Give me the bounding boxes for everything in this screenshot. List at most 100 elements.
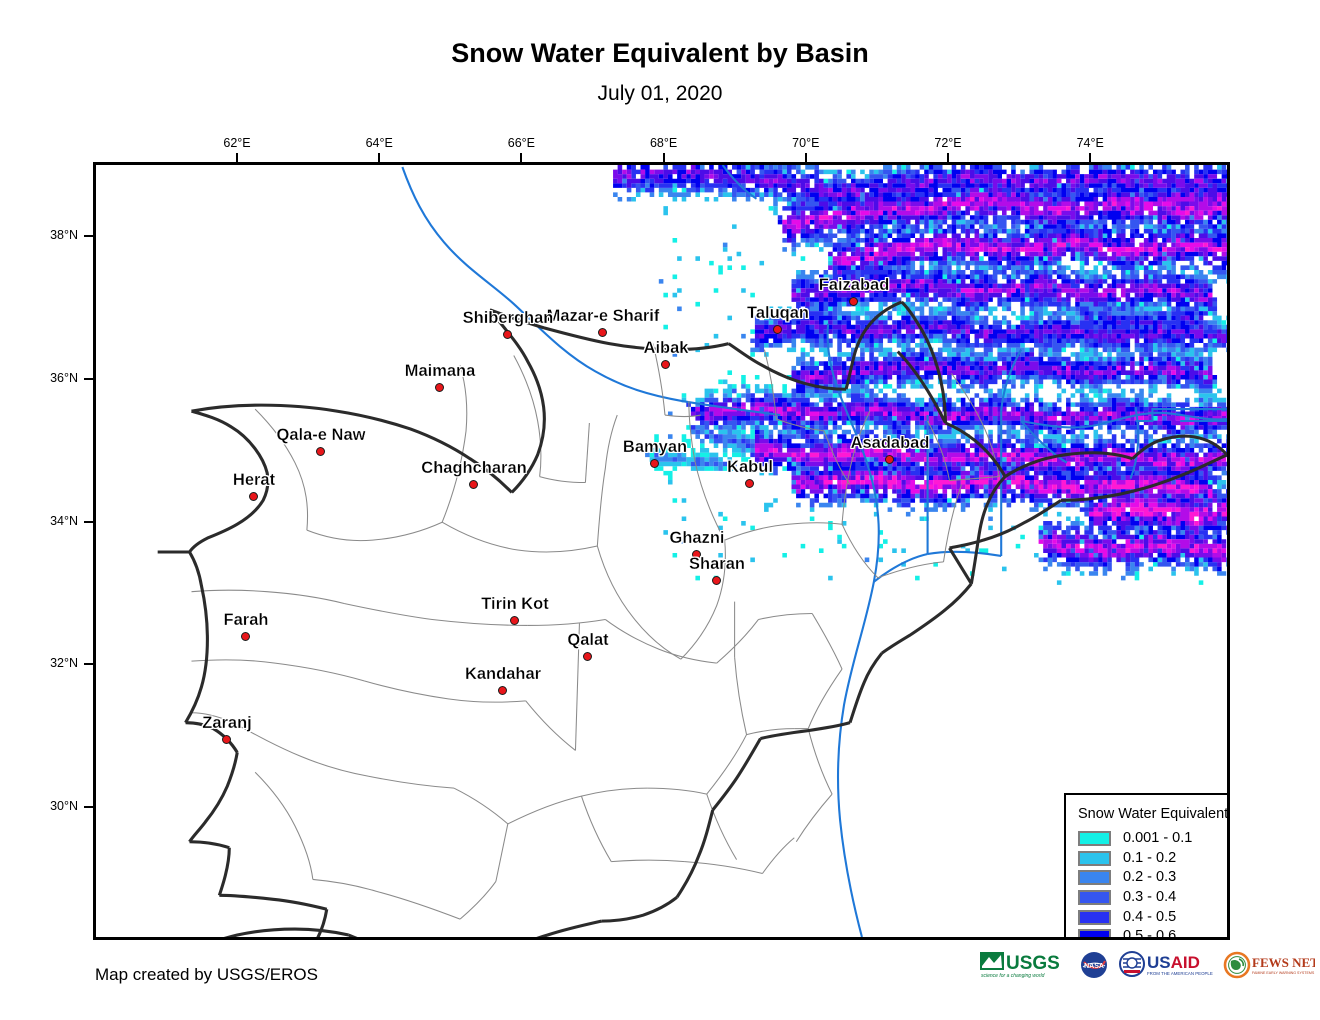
- page-subtitle: July 01, 2020: [597, 82, 723, 105]
- lon-tick-mark: [804, 153, 807, 162]
- swe-class-8: [622, 169, 1227, 563]
- lon-tick-label: 64°E: [365, 136, 393, 150]
- svg-text:FROM THE AMERICAN PEOPLE: FROM THE AMERICAN PEOPLE: [1147, 971, 1213, 976]
- city-dot-icon: [712, 576, 721, 585]
- lon-tick-mark: [236, 153, 238, 162]
- lon-tick-label: 72°E: [934, 136, 962, 150]
- svg-text:FAMINE EARLY WARNING SYSTEMS N: FAMINE EARLY WARNING SYSTEMS NETWORK: [1252, 971, 1315, 975]
- legend-row: 0.5 - 0.6: [1076, 927, 1227, 940]
- lat-tick-label: 30°N: [50, 799, 78, 814]
- river-layer: [401, 165, 1227, 937]
- legend-label: 0.3 - 0.4: [1123, 889, 1177, 906]
- legend-swatch: [1078, 870, 1111, 886]
- city-label: Bamyan: [622, 438, 688, 456]
- city-label: Taluqan: [746, 304, 810, 322]
- city-label: Zaranj: [202, 714, 252, 732]
- usgs-logo: USGS science for a changing world: [980, 950, 1070, 980]
- svg-text:USGS: USGS: [1006, 953, 1060, 974]
- city-label: Mazar-e Sharif: [546, 307, 660, 325]
- legend-row: 0.3 - 0.4: [1076, 888, 1227, 908]
- swe-class-5: [613, 165, 1227, 572]
- city-dot-icon: [249, 492, 258, 501]
- city-dot-icon: [503, 330, 512, 339]
- city-dot-icon: [661, 360, 670, 369]
- lat-tick-mark: [84, 663, 93, 666]
- legend-swatch: [1078, 831, 1111, 847]
- province-borders: [191, 343, 1000, 920]
- lat-tick-mark: [84, 806, 93, 809]
- legend-label: 0.2 - 0.3: [1123, 869, 1177, 886]
- lon-tick-mark: [947, 153, 949, 162]
- city-dot-icon: [650, 459, 659, 468]
- city-dot-icon: [469, 480, 478, 489]
- lon-tick-label: 70°E: [792, 136, 820, 150]
- legend-swatch: [1078, 890, 1111, 906]
- nasa-logo: NASA: [1079, 950, 1109, 980]
- page-title: Snow Water Equivalent by Basin: [451, 38, 869, 68]
- city-dot-icon: [692, 550, 701, 559]
- legend-row: 0.4 - 0.5: [1076, 907, 1227, 927]
- logo-strip: USGS science for a changing world NASA U…: [980, 950, 1315, 980]
- map-legend: Snow Water Equivalent (meters) 0.001 - 0…: [1064, 793, 1229, 940]
- lat-tick-label: 38°N: [50, 228, 78, 242]
- svg-text:NASA: NASA: [1084, 963, 1104, 970]
- legend-label: 0.4 - 0.5: [1123, 908, 1177, 925]
- lat-tick-label: 34°N: [50, 513, 78, 528]
- legend-label: 0.001 - 0.1: [1123, 830, 1193, 847]
- lon-tick-label: 74°E: [1076, 136, 1104, 150]
- city-label: Aibak: [643, 339, 689, 357]
- swe-class-6: [613, 165, 1227, 567]
- lat-tick-mark: [84, 520, 93, 523]
- lon-tick-label: 68°E: [649, 136, 678, 150]
- lat-tick-label: 32°N: [50, 656, 78, 671]
- city-dot-icon: [583, 652, 592, 661]
- lon-tick-mark: [378, 153, 381, 162]
- city-dot-icon: [745, 479, 754, 488]
- city-dot-icon: [435, 383, 444, 392]
- city-dot-icon: [241, 632, 250, 641]
- legend-row: 0.001 - 0.1: [1076, 829, 1227, 849]
- lon-tick-mark: [662, 153, 665, 162]
- city-label: Sharan: [689, 555, 745, 573]
- city-dot-icon: [885, 455, 894, 464]
- lon-tick-label: 66°E: [507, 136, 536, 150]
- lon-tick-mark: [520, 153, 523, 162]
- map-frame: Faizabad Taluqan Mazar-e Sharif Shiberghan A…: [93, 162, 1230, 940]
- city-label: Herat: [232, 471, 276, 489]
- city-dot-icon: [773, 325, 782, 334]
- city-label: Maimana: [404, 362, 476, 380]
- svg-text:science for a changing world: science for a changing world: [981, 973, 1045, 979]
- country-borders: [157, 300, 1227, 937]
- city-dot-icon: [498, 686, 507, 695]
- fewsnet-logo: FEWS NET FAMINE EARLY WARNING SYSTEMS NE…: [1223, 950, 1315, 980]
- city-label: Kabul: [727, 458, 773, 476]
- city-label: Asadabad: [850, 434, 930, 452]
- lon-tick-label: 62°E: [223, 136, 251, 150]
- legend-row: 0.2 - 0.3: [1076, 868, 1227, 888]
- svg-text:USAID: USAID: [1147, 953, 1200, 972]
- swe-class-7: [613, 165, 1227, 563]
- lon-tick-mark: [1089, 153, 1092, 162]
- lat-tick-mark: [84, 235, 93, 237]
- map-credit: Map created by USGS/EROS: [95, 965, 318, 984]
- lat-tick-label: 36°N: [50, 370, 78, 385]
- city-label: Qalat: [567, 631, 609, 649]
- legend-title: Snow Water Equivalent (meters): [1078, 806, 1229, 822]
- city-label: Qala-e Naw: [276, 426, 366, 444]
- legend-label: 0.1 - 0.2: [1123, 849, 1177, 866]
- city-label: Kandahar: [464, 665, 542, 683]
- map-canvas[interactable]: [96, 165, 1227, 937]
- legend-label: 0.5 - 0.6: [1123, 928, 1177, 940]
- city-label: Chaghcharan: [421, 459, 527, 477]
- city-dot-icon: [316, 447, 325, 456]
- city-label: Shiberghan: [462, 309, 554, 327]
- city-dot-icon: [598, 328, 607, 337]
- legend-swatch: [1078, 850, 1111, 866]
- legend-swatch: [1078, 929, 1111, 937]
- city-label: Farah: [223, 611, 269, 629]
- city-dot-icon: [510, 616, 519, 625]
- usaid-logo: USAID FROM THE AMERICAN PEOPLE: [1118, 950, 1214, 980]
- swe-raster-layer: [613, 165, 1227, 585]
- swe-class-3: [626, 165, 1227, 572]
- city-label: Tirin Kot: [481, 595, 549, 613]
